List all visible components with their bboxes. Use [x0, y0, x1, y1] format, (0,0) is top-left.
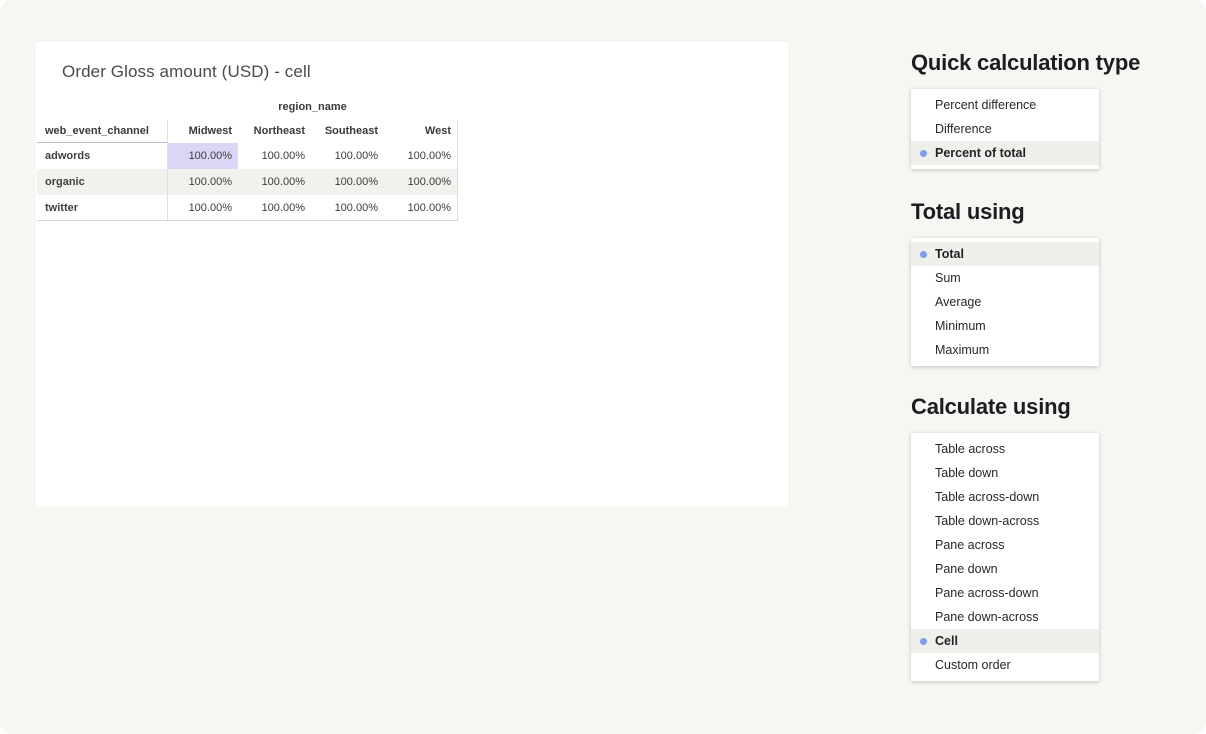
option-label: Table down: [935, 466, 999, 480]
column-header-midwest[interactable]: Midwest: [167, 120, 238, 143]
option-average[interactable]: Average: [911, 290, 1099, 314]
table-spacer: [37, 94, 167, 120]
quick-calculation-type-menu: Percent difference Difference Percent of…: [911, 89, 1099, 169]
calculate-using-heading: Calculate using: [911, 394, 1071, 419]
option-difference[interactable]: Difference: [911, 117, 1099, 141]
option-label: Minimum: [935, 319, 986, 333]
option-maximum[interactable]: Maximum: [911, 338, 1099, 362]
visualization-card: Order Gloss amount (USD) - cell region_n…: [36, 42, 788, 507]
table-cell-organic-west[interactable]: 100.00%: [384, 169, 458, 195]
option-table-down[interactable]: Table down: [911, 461, 1099, 485]
option-label: Average: [935, 295, 982, 309]
option-table-across-down[interactable]: Table across-down: [911, 485, 1099, 509]
table-cell-twitter-west[interactable]: 100.00%: [384, 195, 458, 221]
pivot-table: region_name web_event_channel Midwest No…: [37, 94, 458, 221]
option-minimum[interactable]: Minimum: [911, 314, 1099, 338]
option-label: Custom order: [935, 658, 1011, 672]
selected-dot-icon: [920, 149, 927, 157]
option-total[interactable]: Total: [911, 242, 1099, 266]
option-label: Pane across-down: [935, 586, 1039, 600]
option-sum[interactable]: Sum: [911, 266, 1099, 290]
option-label: Sum: [935, 271, 961, 285]
column-dimension-label: region_name: [278, 101, 347, 113]
row-label-adwords[interactable]: adwords: [45, 150, 91, 162]
selected-dot-icon: [920, 250, 927, 258]
card-title: Order Gloss amount (USD) - cell: [62, 62, 311, 81]
option-table-across[interactable]: Table across: [911, 437, 1099, 461]
option-label: Percent of total: [935, 146, 1026, 160]
row-label-twitter[interactable]: twitter: [37, 195, 167, 221]
table-cell-adwords-southeast[interactable]: 100.00%: [334, 150, 378, 162]
total-using-menu: Total Sum Average Minimum Maximum: [911, 238, 1099, 366]
table-cell-organic-southeast[interactable]: 100.00%: [311, 169, 384, 195]
option-label: Pane down-across: [935, 610, 1039, 624]
table-cell-adwords-midwest-highlighted[interactable]: 100.00%: [167, 143, 238, 169]
option-label: Pane across: [935, 538, 1005, 552]
row-dimension-label: web_event_channel: [37, 120, 167, 143]
table-cell-twitter-midwest[interactable]: 100.00%: [167, 195, 238, 221]
option-percent-difference[interactable]: Percent difference: [911, 93, 1099, 117]
table-cell-organic-northeast[interactable]: 100.00%: [238, 169, 311, 195]
column-header-northeast[interactable]: Northeast: [253, 125, 305, 137]
option-label: Table down-across: [935, 514, 1040, 528]
table-cell-twitter-southeast[interactable]: 100.00%: [311, 195, 384, 221]
option-pane-across[interactable]: Pane across: [911, 533, 1099, 557]
option-label: Difference: [935, 122, 992, 136]
option-label: Table across: [935, 442, 1006, 456]
option-cell[interactable]: Cell: [911, 629, 1099, 653]
option-label: Maximum: [935, 343, 990, 357]
table-cell-adwords-west[interactable]: 100.00%: [384, 143, 458, 169]
option-pane-across-down[interactable]: Pane across-down: [911, 581, 1099, 605]
selected-dot-icon: [920, 637, 927, 645]
column-header-southeast[interactable]: Southeast: [324, 125, 378, 137]
option-label: Table across-down: [935, 490, 1040, 504]
option-label: Cell: [935, 634, 958, 648]
column-header-west[interactable]: West: [384, 120, 458, 143]
total-using-heading: Total using: [911, 199, 1025, 224]
option-pane-down[interactable]: Pane down: [911, 557, 1099, 581]
table-cell-twitter-northeast[interactable]: 100.00%: [238, 195, 311, 221]
table-cell-organic-midwest[interactable]: 100.00%: [167, 169, 238, 195]
quick-calculation-type-heading: Quick calculation type: [911, 50, 1141, 75]
option-label: Pane down: [935, 562, 998, 576]
table-cell-adwords-northeast[interactable]: 100.00%: [261, 150, 305, 162]
option-custom-order[interactable]: Custom order: [911, 653, 1099, 677]
option-table-down-across[interactable]: Table down-across: [911, 509, 1099, 533]
option-percent-of-total[interactable]: Percent of total: [911, 141, 1099, 165]
calculate-using-menu: Table across Table down Table across-dow…: [911, 433, 1099, 681]
option-label: Total: [935, 247, 964, 261]
option-label: Percent difference: [935, 98, 1037, 112]
row-label-organic[interactable]: organic: [37, 169, 167, 195]
option-pane-down-across[interactable]: Pane down-across: [911, 605, 1099, 629]
